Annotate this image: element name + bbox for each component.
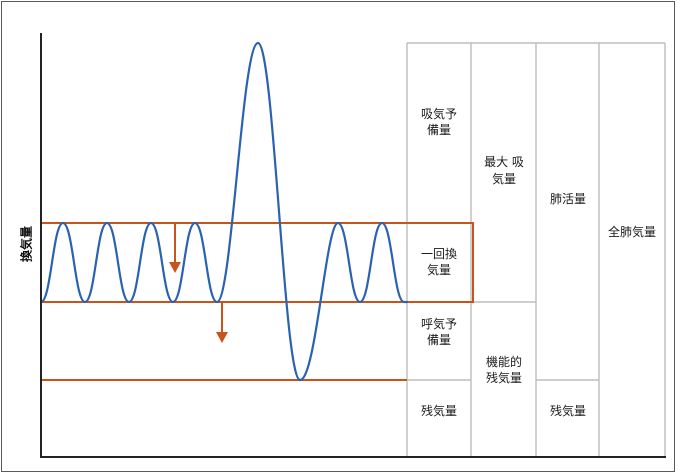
volume-table-grid — [406, 42, 666, 457]
tidal-arrow-head — [169, 262, 181, 273]
expiratory-reserve-label-2: 備量 — [427, 332, 451, 347]
arrows — [169, 223, 228, 343]
inspiratory-reserve-label-1: 吸気予 — [421, 106, 457, 121]
inspiratory-capacity-label-1: 最大 吸 — [484, 155, 524, 169]
tidal-volume-label-2: 気量 — [427, 262, 451, 277]
expiratory-arrow-head — [216, 332, 228, 343]
tidal-volume-box — [40, 222, 474, 303]
axes — [40, 33, 666, 458]
reference-lines — [40, 222, 474, 381]
functional-residual-label-2: 残気量 — [486, 370, 522, 385]
residual-volume-label-col3: 残気量 — [550, 403, 586, 418]
total-lung-capacity-label: 全肺気量 — [608, 224, 656, 239]
inspiratory-reserve-label-2: 備量 — [427, 122, 451, 137]
y-axis-label: 換気量 — [19, 226, 34, 262]
functional-residual-label-1: 機能的 — [486, 354, 522, 369]
expiratory-reserve-label-1: 呼気予 — [421, 316, 457, 331]
inspiratory-capacity-label-2: 気量 — [492, 171, 516, 186]
vital-capacity-label: 肺活量 — [550, 192, 586, 206]
breathing-wave — [39, 41, 409, 382]
tidal-volume-label-1: 一回換 — [421, 247, 457, 261]
residual-volume-label-col1: 残気量 — [421, 403, 457, 418]
